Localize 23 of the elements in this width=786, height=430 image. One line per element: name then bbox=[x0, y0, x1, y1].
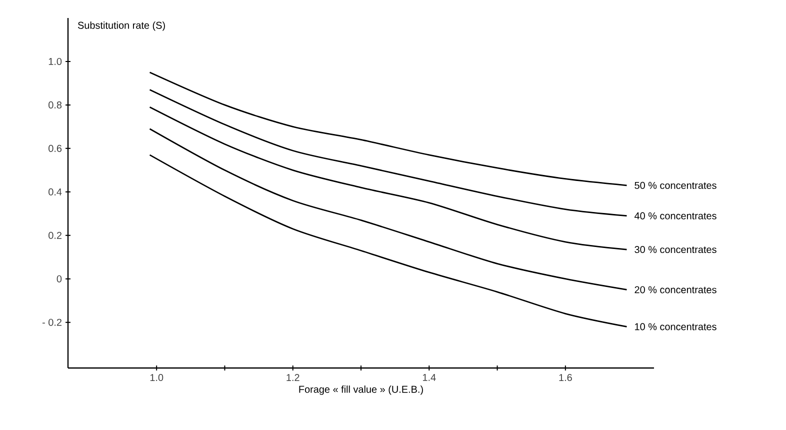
y-tick-label: 0.2 bbox=[48, 232, 62, 239]
y-axis-title: Substitution rate (S) bbox=[78, 22, 165, 31]
y-tick-label: 0.6 bbox=[48, 144, 62, 152]
x-tick-label: 1.4 bbox=[422, 374, 436, 381]
x-tick-label: 1.2 bbox=[286, 374, 300, 381]
series-label: 30 % concentrates bbox=[634, 246, 716, 254]
line-series bbox=[149, 89, 628, 217]
y-tick-label: 0 bbox=[56, 275, 62, 282]
x-tick-label: 1.0 bbox=[150, 374, 164, 382]
line-series bbox=[149, 128, 628, 290]
line-series bbox=[149, 106, 628, 250]
y-tick-label: 1.0 bbox=[48, 58, 62, 65]
line-series bbox=[149, 72, 628, 186]
series-label: 50 % concentrates bbox=[634, 182, 716, 189]
x-axis-title: Forage « fill value » (U.E.B.) bbox=[299, 386, 423, 395]
line-series bbox=[149, 154, 628, 328]
series-label: 20 % concentrates bbox=[634, 286, 716, 294]
y-tick-label: 0.8 bbox=[48, 101, 62, 108]
series-label: 40 % concentrates bbox=[634, 212, 716, 220]
series-label: 10 % concentrates bbox=[635, 323, 716, 330]
y-tick-label: 0.4 bbox=[48, 188, 62, 196]
y-tick-label: - 0.2 bbox=[42, 318, 62, 326]
x-tick-label: 1.6 bbox=[559, 374, 572, 382]
